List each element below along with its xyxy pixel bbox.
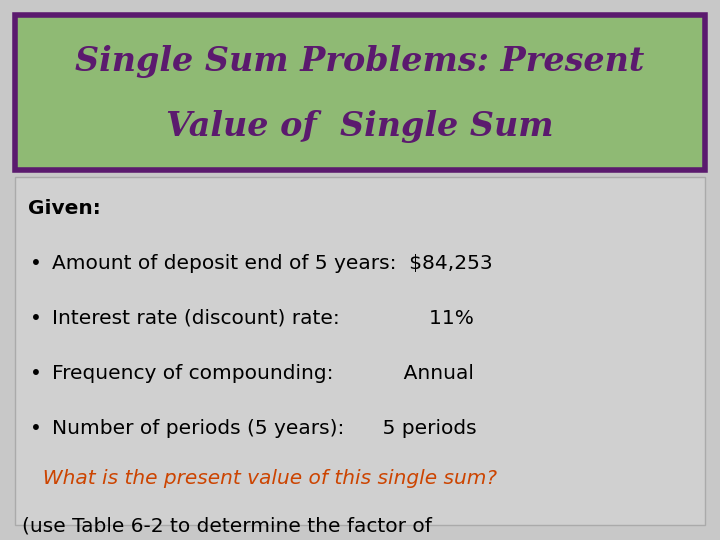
Text: Amount of deposit end of 5 years:  $84,253: Amount of deposit end of 5 years: $84,25…: [52, 254, 492, 273]
Text: (use Table 6-2 to determine the factor of: (use Table 6-2 to determine the factor o…: [22, 516, 432, 535]
Text: Given:: Given:: [28, 199, 101, 218]
Text: Frequency of compounding:           Annual: Frequency of compounding: Annual: [52, 364, 474, 383]
FancyBboxPatch shape: [15, 177, 705, 525]
Text: Interest rate (discount) rate:              11%: Interest rate (discount) rate: 11%: [52, 309, 474, 328]
Text: •: •: [30, 419, 42, 438]
Text: •: •: [30, 364, 42, 383]
Text: What is the present value of this single sum?: What is the present value of this single…: [30, 469, 497, 488]
Text: Number of periods (5 years):      5 periods: Number of periods (5 years): 5 periods: [52, 419, 477, 438]
Text: •: •: [30, 309, 42, 328]
Text: Value of  Single Sum: Value of Single Sum: [166, 110, 554, 143]
FancyBboxPatch shape: [15, 15, 705, 170]
Text: Single Sum Problems: Present: Single Sum Problems: Present: [76, 45, 644, 78]
Text: •: •: [30, 254, 42, 273]
